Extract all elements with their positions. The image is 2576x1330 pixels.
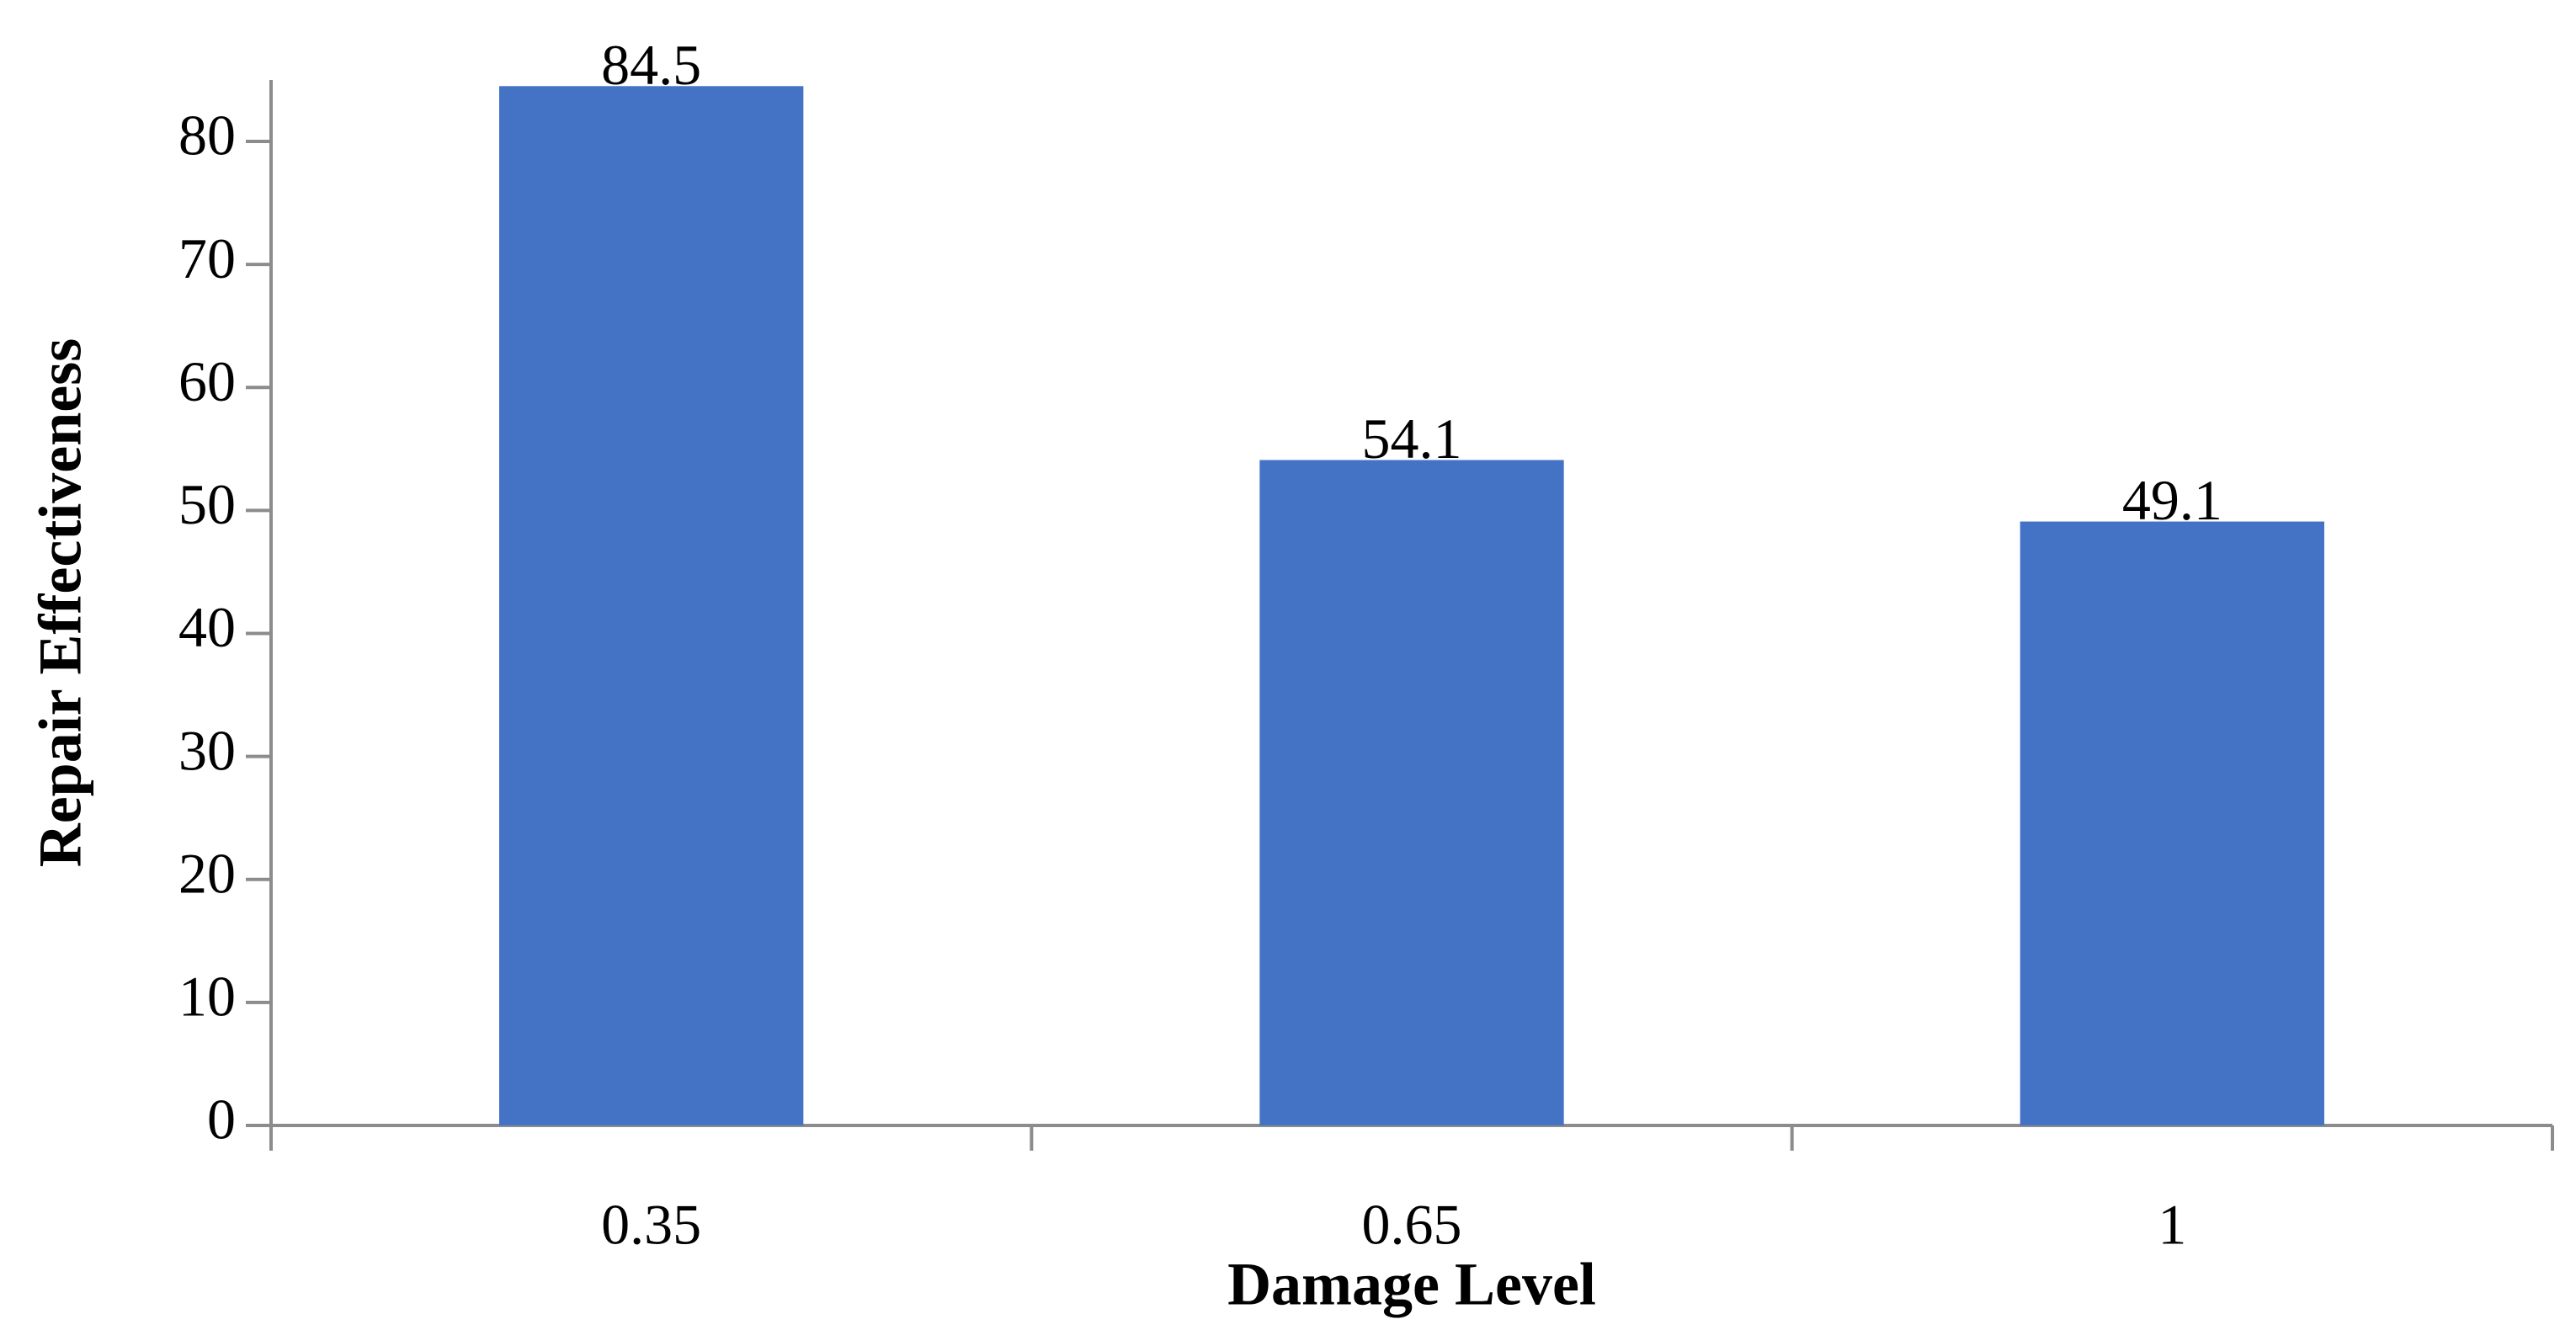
y-tick-label: 10 bbox=[178, 964, 236, 1028]
data-label: 49.1 bbox=[2122, 468, 2222, 532]
y-tick-label: 40 bbox=[178, 595, 236, 659]
data-label: 84.5 bbox=[601, 33, 701, 97]
y-tick-label: 80 bbox=[178, 104, 236, 168]
bar bbox=[499, 86, 804, 1125]
y-tick-label: 60 bbox=[178, 349, 236, 413]
data-label: 54.1 bbox=[1362, 407, 1462, 471]
y-tick-label: 20 bbox=[178, 841, 236, 905]
bar bbox=[1259, 460, 1564, 1125]
y-tick-label: 30 bbox=[178, 718, 236, 782]
x-tick-label: 0.35 bbox=[601, 1193, 701, 1257]
x-axis-title: Damage Level bbox=[1227, 1251, 1596, 1318]
x-tick-label: 1 bbox=[2158, 1193, 2186, 1257]
x-tick-label: 0.65 bbox=[1362, 1193, 1462, 1257]
y-tick-label: 0 bbox=[207, 1088, 236, 1152]
y-tick-label: 50 bbox=[178, 472, 236, 536]
y-tick-label: 70 bbox=[178, 226, 236, 290]
y-axis-title: Repair Effectiveness bbox=[27, 338, 94, 868]
bar bbox=[2020, 521, 2324, 1125]
